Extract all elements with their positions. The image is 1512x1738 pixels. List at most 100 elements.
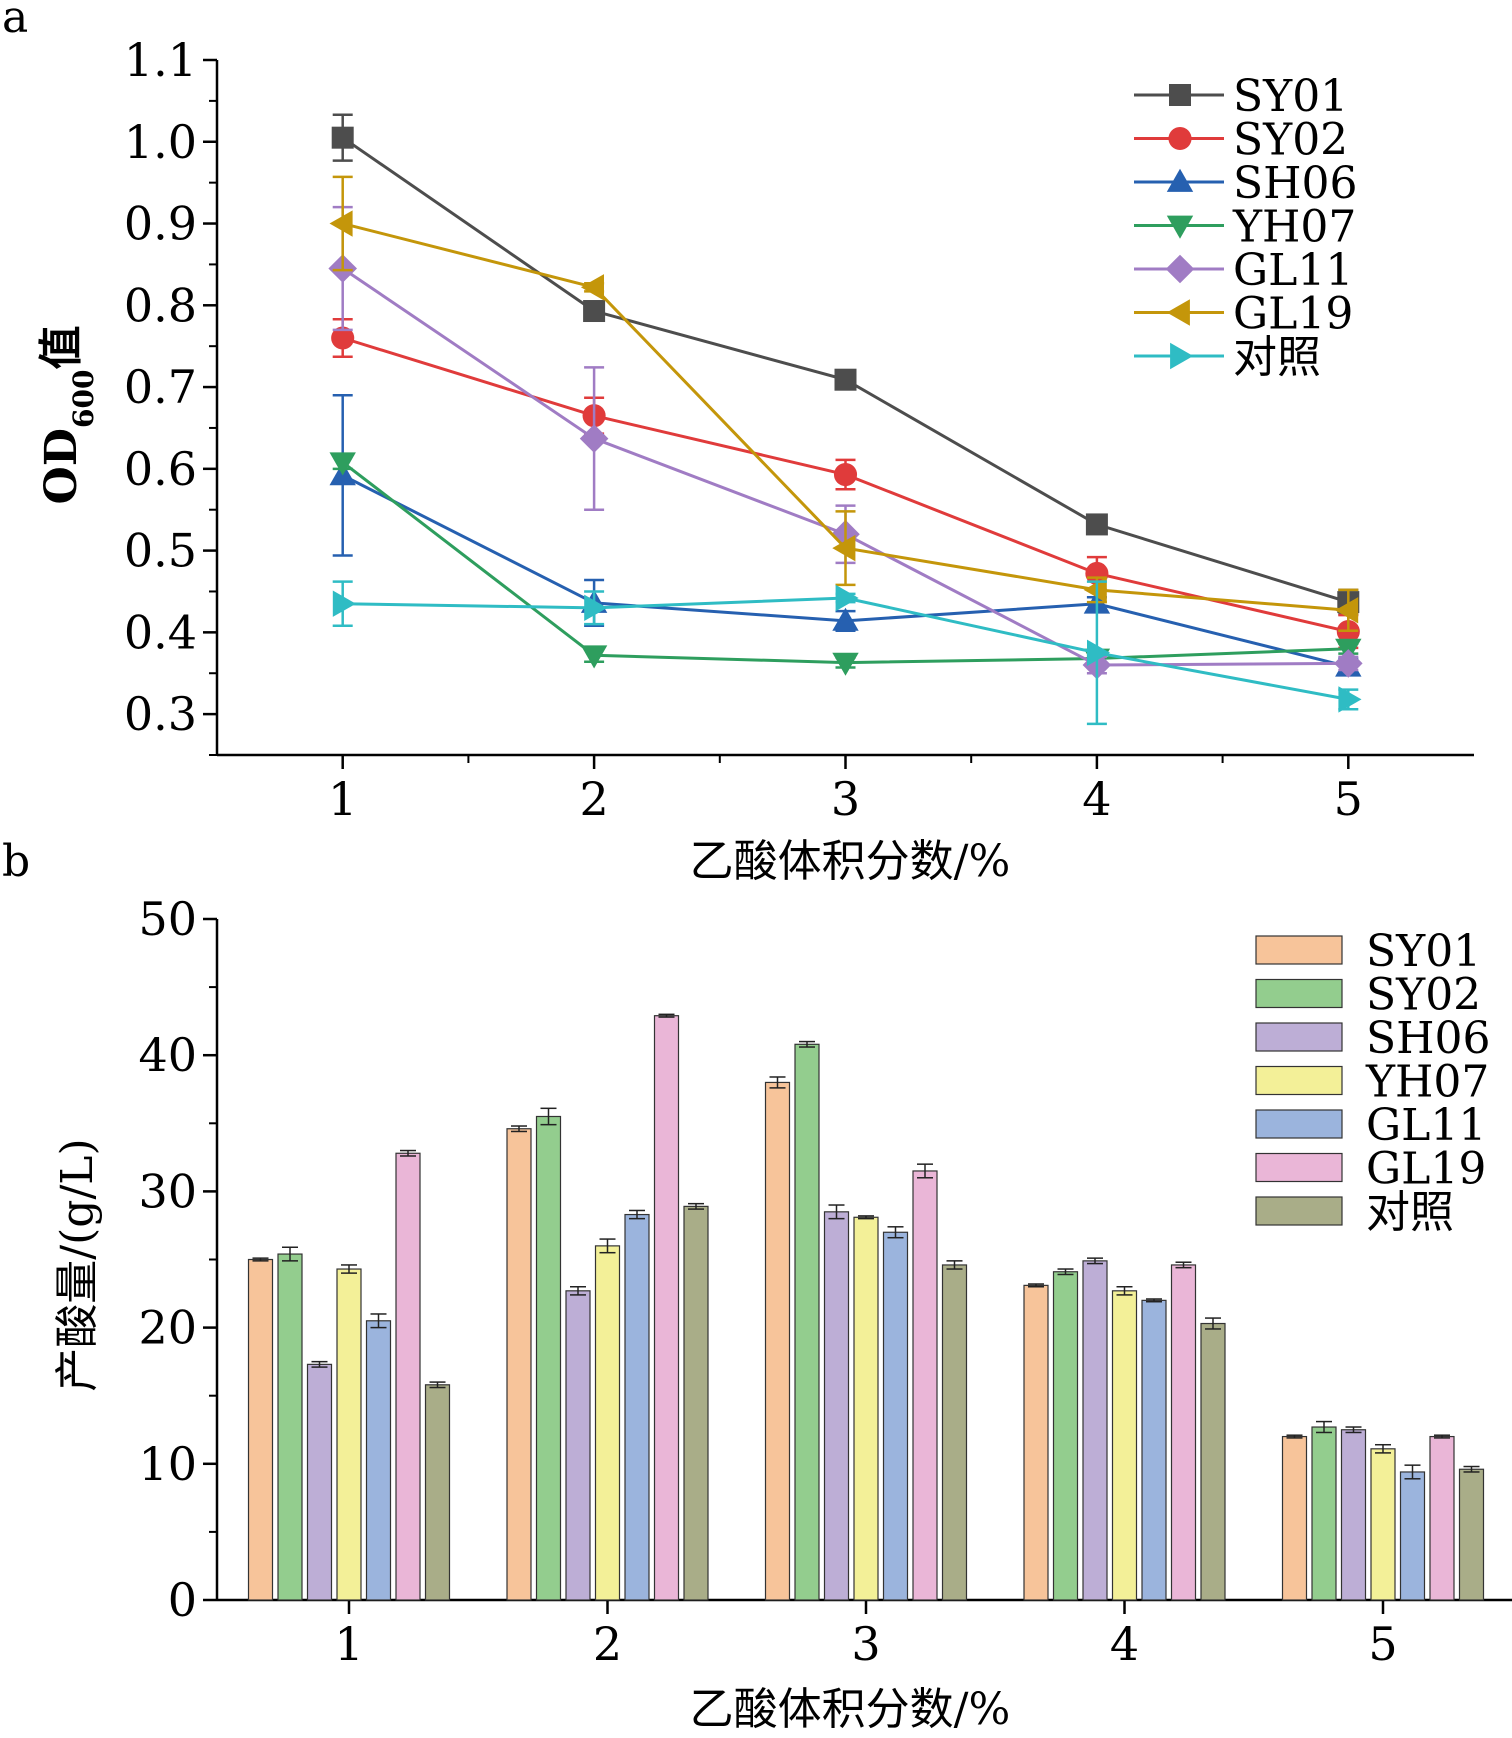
panel-b-y-axis-title: 产酸量/(g/L): [52, 1138, 103, 1391]
panel-b-x-ticks: 1 2 3 4 5: [334, 1600, 1398, 1671]
panel-b-series-6: [424, 1202, 1485, 1601]
panel-a-point: [583, 300, 606, 323]
panel-b-y-ticks: 0 10 20 30 40 50: [138, 892, 217, 1627]
panel-b-bar: [941, 1264, 968, 1601]
panel-b-bar: [1458, 1468, 1485, 1601]
panel-b-legend-label: YH07: [1365, 1057, 1489, 1108]
panel-b: b 0 10 20 30 40 50 1 2 3 4 5 SY01SY02SH06YH07GL11…: [2, 836, 1512, 1735]
panel-b-bar: [1281, 1435, 1308, 1601]
panel-b-x-tick-label: 2: [593, 1617, 622, 1671]
panel-a-legend-marker: [1169, 84, 1191, 106]
panel-a-x-tick-label: 2: [579, 772, 608, 826]
panel-a-y-ticks: 0.3 0.4 0.5 0.6 0.7 0.8 0.9 1.0 1.1: [124, 33, 217, 756]
panel-b-legend-label: GL19: [1366, 1144, 1486, 1195]
panel-b-label: b: [2, 836, 30, 887]
panel-a-point: [329, 210, 353, 237]
panel-b-bar: [1141, 1299, 1167, 1601]
panel-b-y-tick-label: 20: [138, 1301, 197, 1355]
panel-b-bar: [683, 1205, 709, 1601]
panel-a-series-5: [329, 175, 1359, 632]
panel-b-y-tick-label: 50: [138, 892, 197, 946]
panel-b-legend-swatch: [1255, 1022, 1343, 1052]
panel-b-bar: [1399, 1471, 1426, 1601]
panel-b-bar: [277, 1253, 303, 1601]
panel-a-point: [832, 534, 856, 562]
panel-b-bar: [535, 1115, 562, 1601]
panel-a-point: [331, 326, 355, 350]
panel-a-point: [584, 594, 608, 622]
panel-a-point: [832, 652, 859, 676]
panel-a-point: [580, 274, 604, 301]
panel-b-legend-swatch: [1255, 1196, 1343, 1226]
panel-b-bar: [1052, 1271, 1079, 1601]
panel-b-legend-swatch: [1255, 1152, 1343, 1183]
panel-b-bar: [594, 1245, 621, 1601]
panel-b-bar: [1429, 1435, 1455, 1601]
panel-a-point: [1334, 649, 1363, 678]
panel-a-legend-marker: [1165, 254, 1195, 284]
panel-b-legend-label: GL11: [1366, 1100, 1486, 1151]
panel-a-y-axis-main: OD: [36, 428, 87, 504]
panel-b-series-0: [247, 1076, 1308, 1601]
panel-a-y-axis-title: OD600值: [36, 326, 100, 505]
panel-a-point: [580, 645, 608, 669]
panel-a-y-tick-label: 0.5: [124, 524, 197, 578]
panel-b-series-3: [336, 1215, 1396, 1601]
panel-b-x-tick-label: 3: [851, 1617, 880, 1671]
panel-a-legend-label: YH07: [1232, 202, 1356, 253]
panel-b-bar: [1111, 1290, 1138, 1601]
panel-b-bar: [424, 1384, 451, 1601]
panel-a-point: [579, 424, 609, 453]
panel-b-x-tick-label: 4: [1110, 1617, 1139, 1671]
panel-a-point: [834, 368, 857, 391]
panel-b-bar: [365, 1320, 392, 1601]
panel-a-point: [1083, 576, 1107, 604]
panel-b-legend-swatch: [1255, 1109, 1343, 1139]
panel-a-label: a: [2, 0, 28, 43]
panel-b-bar: [1200, 1322, 1226, 1601]
panel-a-point: [329, 452, 356, 476]
panel-a-y-tick-label: 0.4: [124, 605, 197, 659]
panel-a-y-axis-sub: 600: [67, 370, 100, 428]
panel-a-y-tick-label: 0.8: [124, 278, 197, 332]
panel-b-y-tick-label: 30: [138, 1164, 197, 1218]
panel-a-y-tick-label: 1.0: [124, 115, 197, 169]
panel-a-series: [328, 113, 1363, 726]
panel-b-y-tick-label: 10: [138, 1437, 197, 1491]
panel-b-legend-label: SH06: [1366, 1013, 1491, 1064]
panel-b-series: [247, 1013, 1485, 1601]
panel-b-bar: [565, 1290, 591, 1601]
panel-a-y-tick-label: 0.3: [124, 687, 197, 741]
panel-a-legend-label: GL11: [1233, 245, 1353, 296]
panel-a-legend-marker: [1166, 299, 1190, 326]
panel-b-series-2: [306, 1204, 1367, 1601]
panel-a-point: [1338, 686, 1362, 713]
panel-b-bar: [624, 1213, 650, 1601]
panel-b-bar: [336, 1268, 362, 1601]
panel-a-point: [832, 607, 859, 631]
panel-b-bar: [794, 1043, 820, 1601]
panel-b-y-tick-label: 40: [138, 1028, 197, 1082]
panel-a-y-axis-suffix: 值: [36, 326, 87, 370]
panel-a-legend-marker: [1168, 126, 1192, 151]
panel-b-bar: [1170, 1264, 1197, 1601]
panel-a-x-ticks: 1 2 3 4 5: [328, 755, 1363, 826]
panel-b-bar: [853, 1216, 879, 1601]
panel-a-legend-label: 对照: [1233, 332, 1321, 383]
panel-b-x-tick-label: 1: [334, 1617, 363, 1671]
panel-b-y-tick-label: 0: [168, 1573, 197, 1627]
panel-b-legend-label: 对照: [1366, 1187, 1454, 1238]
panel-a-x-axis-title: 乙酸体积分数/%: [690, 836, 1011, 887]
panel-b-bar: [395, 1152, 421, 1601]
panel-a-x-tick-label: 1: [328, 772, 357, 826]
panel-a-series-0: [331, 113, 1360, 616]
panel-b-series-1: [277, 1040, 1337, 1601]
panel-b-legend-label: SY02: [1366, 970, 1481, 1021]
panel-a-series-6: [332, 580, 1362, 726]
panel-a-x-tick-label: 5: [1334, 772, 1363, 826]
panel-a-point: [332, 590, 356, 617]
panel-a-y-tick-label: 1.1: [124, 33, 197, 87]
